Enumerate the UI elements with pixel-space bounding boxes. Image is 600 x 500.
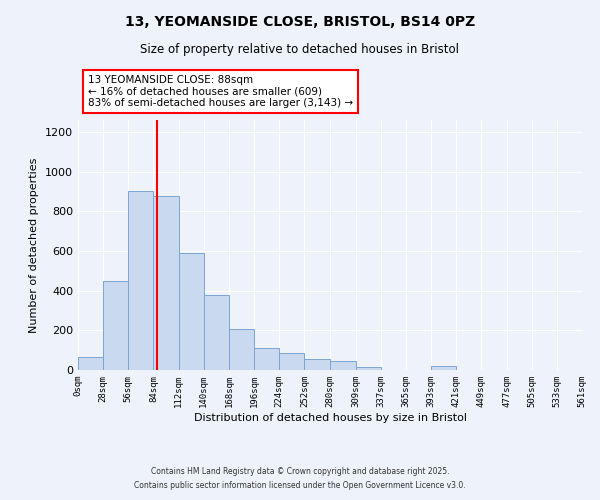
Text: Size of property relative to detached houses in Bristol: Size of property relative to detached ho… bbox=[140, 42, 460, 56]
Bar bbox=[329, 361, 356, 370]
Text: 13 YEOMANSIDE CLOSE: 88sqm
← 16% of detached houses are smaller (609)
83% of sem: 13 YEOMANSIDE CLOSE: 88sqm ← 16% of deta… bbox=[88, 75, 353, 108]
Y-axis label: Number of detached properties: Number of detached properties bbox=[29, 158, 40, 332]
Bar bbox=[254, 348, 279, 370]
Text: 13, YEOMANSIDE CLOSE, BRISTOL, BS14 0PZ: 13, YEOMANSIDE CLOSE, BRISTOL, BS14 0PZ bbox=[125, 15, 475, 29]
Bar bbox=[204, 294, 229, 370]
Bar bbox=[179, 253, 204, 370]
Bar bbox=[229, 330, 254, 370]
Text: Contains HM Land Registry data © Crown copyright and database right 2025.
Contai: Contains HM Land Registry data © Crown c… bbox=[134, 468, 466, 489]
Bar bbox=[78, 357, 103, 370]
Bar bbox=[154, 196, 179, 370]
Bar bbox=[304, 359, 329, 370]
Bar bbox=[279, 353, 304, 370]
Bar bbox=[431, 366, 456, 370]
Bar bbox=[103, 280, 128, 370]
Bar bbox=[356, 367, 381, 370]
X-axis label: Distribution of detached houses by size in Bristol: Distribution of detached houses by size … bbox=[193, 412, 467, 422]
Bar bbox=[128, 192, 154, 370]
